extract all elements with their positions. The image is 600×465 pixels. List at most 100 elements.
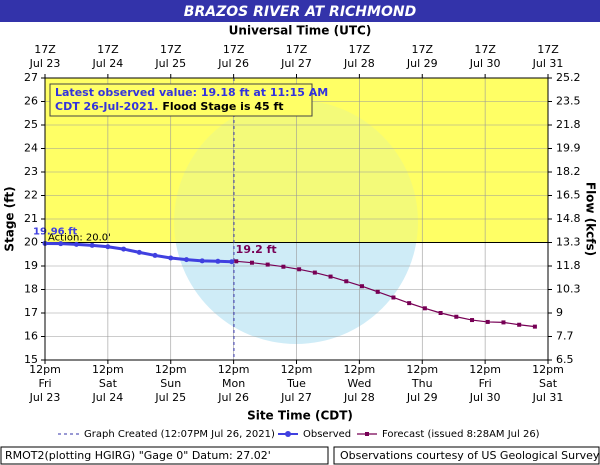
x-tick-weekday: Sat bbox=[539, 377, 558, 390]
y-tick-label: 18 bbox=[24, 283, 38, 296]
top-x-tick-label: 17Z bbox=[97, 43, 119, 56]
forecast-point bbox=[517, 322, 522, 327]
legend-label: Graph Created (12:07PM Jul 26, 2021) bbox=[84, 429, 275, 440]
y-tick-label: 20 bbox=[24, 236, 38, 249]
x-tick-date: Jul 25 bbox=[154, 391, 186, 404]
observed-point bbox=[89, 242, 95, 248]
footer-left-box bbox=[0, 446, 329, 465]
data-label: 19.96 ft bbox=[33, 226, 77, 237]
forecast-point bbox=[375, 289, 380, 294]
forecast-point bbox=[532, 324, 537, 329]
x-tick-weekday: Sun bbox=[160, 377, 181, 390]
top-x-tick-label: 17Z bbox=[474, 43, 496, 56]
forecast-point bbox=[281, 264, 286, 269]
y2-tick-label: 19.9 bbox=[556, 142, 581, 155]
forecast-point bbox=[454, 314, 459, 319]
y-tick-label: 26 bbox=[24, 95, 38, 108]
observed-point bbox=[121, 246, 127, 252]
forecast-point bbox=[422, 306, 427, 311]
forecast-point bbox=[265, 262, 270, 267]
x-tick-date: Jul 27 bbox=[280, 391, 312, 404]
y-tick-label: 24 bbox=[24, 142, 38, 155]
forecast-point bbox=[391, 295, 396, 300]
y2-tick-label: 25.2 bbox=[556, 71, 581, 84]
top-x-tick-label: 17Z bbox=[349, 43, 371, 56]
y2-tick-label: 7.7 bbox=[556, 330, 574, 343]
x-tick-weekday: Wed bbox=[347, 377, 371, 390]
y2-tick-label: 21.8 bbox=[556, 118, 581, 131]
observed-point bbox=[152, 252, 158, 258]
info-line1: Latest observed value: 19.18 ft at 11:15… bbox=[55, 86, 328, 99]
x-tick-weekday: Thu bbox=[411, 377, 433, 390]
forecast-point bbox=[407, 301, 412, 306]
observed-point bbox=[199, 258, 205, 264]
forecast-point bbox=[297, 267, 302, 272]
observed-point bbox=[105, 244, 111, 250]
title-bar bbox=[0, 0, 600, 22]
y2-tick-label: 10.3 bbox=[556, 283, 581, 296]
x-tick-label: 12pm bbox=[344, 363, 376, 376]
x-tick-date: Jul 24 bbox=[91, 391, 123, 404]
top-x-tick-date: Jul 26 bbox=[217, 57, 249, 70]
forecast-point bbox=[234, 259, 239, 264]
footer-right-box bbox=[333, 446, 600, 465]
y-tick-label: 19 bbox=[24, 259, 38, 272]
y-tick-label: 25 bbox=[24, 118, 38, 131]
top-x-tick-label: 17Z bbox=[223, 43, 245, 56]
top-x-tick-date: Jul 29 bbox=[406, 57, 438, 70]
forecast-point bbox=[485, 319, 490, 324]
observed-point bbox=[168, 255, 174, 261]
top-x-tick-date: Jul 28 bbox=[343, 57, 375, 70]
forecast-point bbox=[501, 320, 506, 325]
info-line2-a: CDT 26-Jul-2021. bbox=[55, 100, 158, 113]
footer-right: Observations courtesy of US Geological S… bbox=[340, 449, 600, 462]
top-x-tick-label: 17Z bbox=[537, 43, 559, 56]
forecast-point bbox=[438, 311, 443, 315]
y2-tick-label: 16.5 bbox=[556, 189, 581, 202]
x-tick-label: 12pm bbox=[218, 363, 250, 376]
data-label: 19.2 ft bbox=[236, 243, 277, 256]
x-tick-weekday: Tue bbox=[286, 377, 306, 390]
y2-tick-label: 6.5 bbox=[556, 353, 574, 366]
y2-tick-label: 11.8 bbox=[556, 259, 581, 272]
observed-point bbox=[183, 257, 189, 263]
legend-observed-marker bbox=[285, 431, 291, 437]
top-x-tick-label: 17Z bbox=[34, 43, 56, 56]
x-tick-label: 12pm bbox=[532, 363, 564, 376]
forecast-point bbox=[344, 279, 349, 284]
y2-tick-label: 18.2 bbox=[556, 165, 581, 178]
x-tick-date: Jul 28 bbox=[343, 391, 375, 404]
x-tick-label: 12pm bbox=[469, 363, 501, 376]
legend-forecast-marker bbox=[365, 432, 369, 436]
x-tick-date: Jul 26 bbox=[217, 391, 249, 404]
info-box bbox=[49, 83, 313, 117]
x-tick-label: 12pm bbox=[155, 363, 187, 376]
top-x-tick-date: Jul 23 bbox=[29, 57, 61, 70]
x-tick-date: Jul 30 bbox=[469, 391, 501, 404]
x-tick-weekday: Fri bbox=[38, 377, 51, 390]
y-tick-label: 23 bbox=[24, 165, 38, 178]
forecast-point bbox=[470, 318, 475, 323]
x-tick-date: Jul 29 bbox=[406, 391, 438, 404]
observed-point bbox=[136, 249, 142, 255]
y-tick-label: 27 bbox=[24, 71, 38, 84]
forecast-point bbox=[359, 284, 364, 289]
top-x-tick-label: 17Z bbox=[411, 43, 433, 56]
top-x-tick-date: Jul 31 bbox=[532, 57, 564, 70]
top-axis-title: Universal Time (UTC) bbox=[229, 24, 372, 38]
y2-tick-label: 14.8 bbox=[556, 212, 581, 225]
x-axis-title: Site Time (CDT) bbox=[247, 409, 353, 423]
observed-point bbox=[73, 241, 79, 247]
info-line2: CDT 26-Jul-2021. Flood Stage is 45 ft bbox=[55, 100, 284, 113]
y-tick-label: 15 bbox=[24, 353, 38, 366]
x-tick-label: 12pm bbox=[281, 363, 313, 376]
series-line bbox=[236, 260, 535, 328]
top-x-tick-label: 17Z bbox=[160, 43, 182, 56]
x-tick-weekday: Sat bbox=[99, 377, 118, 390]
legend-label: Observed bbox=[303, 429, 351, 440]
x-tick-label: 12pm bbox=[92, 363, 124, 376]
footer-left: RMOT2(plotting HGIRG) "Gage 0" Datum: 27… bbox=[5, 449, 271, 462]
x-tick-label: 12pm bbox=[406, 363, 438, 376]
y2-tick-label: 13.3 bbox=[556, 236, 581, 249]
